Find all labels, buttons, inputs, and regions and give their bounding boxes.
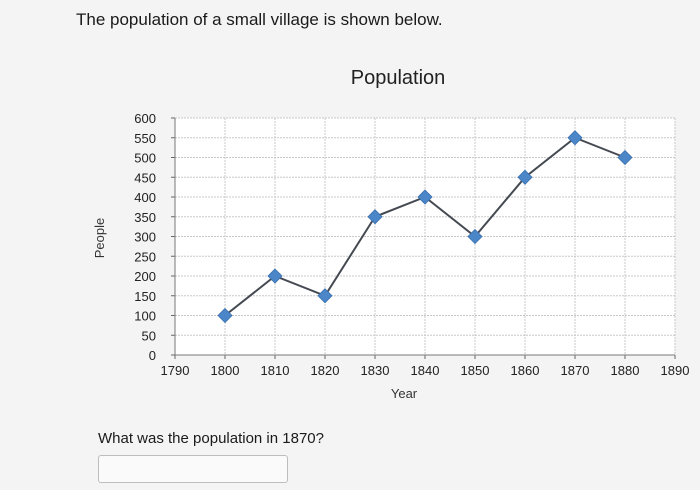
data-point (217, 307, 233, 324)
x-axis-label: Year (391, 386, 418, 401)
population-chart: Population 1790 1800 1810 1820 1830 1840 1850 1… (92, 67, 690, 401)
y-tick-label: 150 (134, 289, 156, 304)
data-point (517, 169, 533, 185)
x-tick-label: 1850 (461, 363, 490, 378)
x-tick-label: 1890 (661, 363, 690, 378)
data-point (617, 149, 633, 166)
y-tick-label: 450 (134, 170, 156, 185)
y-tick-label: 300 (134, 230, 156, 245)
y-tick-label: 250 (134, 249, 156, 264)
data-point (267, 268, 283, 284)
data-point (567, 130, 583, 146)
x-tick-labels: 1790 1800 1810 1820 1830 1840 1850 1860 1870 1880… (161, 363, 690, 378)
y-tick-label: 400 (134, 190, 156, 205)
data-point (367, 209, 383, 225)
x-tick-label: 1810 (261, 363, 290, 378)
y-tick-label: 600 (134, 111, 156, 126)
x-tick-label: 1840 (411, 363, 440, 378)
y-tick-label: 350 (134, 210, 156, 225)
series (217, 130, 633, 324)
y-axis-label: People (92, 218, 107, 258)
data-point (317, 288, 333, 304)
y-tick-label: 200 (134, 269, 156, 284)
data-point (467, 228, 483, 245)
y-tick-label: 550 (134, 131, 156, 146)
question-intro: The population of a small village is sho… (76, 10, 443, 29)
chart-title: Population (351, 67, 446, 89)
x-tick-label: 1860 (511, 363, 540, 378)
x-tick-label: 1870 (561, 363, 590, 378)
y-tick-label: 0 (149, 348, 156, 363)
y-tick-labels: 0 50 100 150 200 250 300 350 400 450 500 550 600 (134, 111, 156, 363)
x-tick-label: 1820 (311, 363, 340, 378)
y-tick-label: 100 (134, 309, 156, 324)
axes (171, 117, 676, 359)
question-prompt: What was the population in 1870? (98, 430, 324, 447)
y-tick-label: 50 (142, 328, 156, 343)
x-tick-label: 1830 (361, 363, 390, 378)
x-tick-label: 1790 (161, 363, 190, 378)
x-tick-label: 1880 (611, 363, 640, 378)
y-tick-label: 500 (134, 151, 156, 166)
grid (174, 117, 676, 356)
answer-input[interactable] (98, 455, 288, 483)
x-tick-label: 1800 (211, 363, 240, 378)
data-point (417, 189, 433, 205)
